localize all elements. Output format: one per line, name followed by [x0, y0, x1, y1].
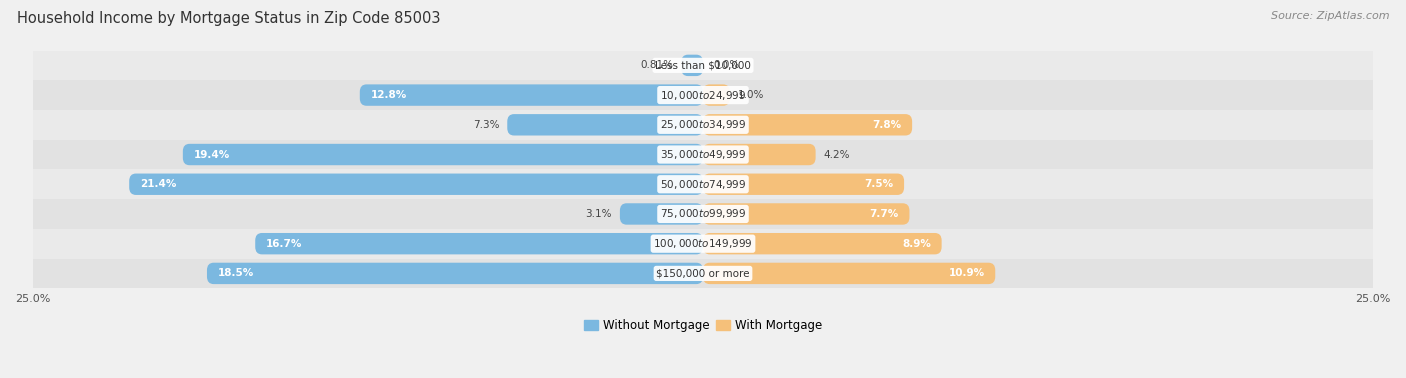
Text: Less than $10,000: Less than $10,000: [655, 60, 751, 70]
FancyBboxPatch shape: [183, 144, 703, 165]
Text: 18.5%: 18.5%: [218, 268, 254, 279]
Text: 21.4%: 21.4%: [141, 179, 176, 189]
Text: $10,000 to $24,999: $10,000 to $24,999: [659, 88, 747, 102]
Text: 7.3%: 7.3%: [472, 120, 499, 130]
Bar: [32, 259, 1374, 288]
Bar: [32, 199, 1374, 229]
Text: 7.8%: 7.8%: [872, 120, 901, 130]
Text: 0.0%: 0.0%: [714, 60, 740, 70]
Bar: [32, 80, 1374, 110]
FancyBboxPatch shape: [682, 55, 703, 76]
FancyBboxPatch shape: [703, 263, 995, 284]
Bar: [32, 139, 1374, 169]
Text: $25,000 to $34,999: $25,000 to $34,999: [659, 118, 747, 131]
FancyBboxPatch shape: [508, 114, 703, 135]
FancyBboxPatch shape: [207, 263, 703, 284]
Text: 16.7%: 16.7%: [266, 239, 302, 249]
Text: Household Income by Mortgage Status in Zip Code 85003: Household Income by Mortgage Status in Z…: [17, 11, 440, 26]
FancyBboxPatch shape: [360, 84, 703, 106]
FancyBboxPatch shape: [703, 114, 912, 135]
Text: 7.7%: 7.7%: [869, 209, 898, 219]
FancyBboxPatch shape: [703, 203, 910, 225]
Text: $50,000 to $74,999: $50,000 to $74,999: [659, 178, 747, 191]
FancyBboxPatch shape: [703, 84, 730, 106]
FancyBboxPatch shape: [703, 144, 815, 165]
FancyBboxPatch shape: [129, 174, 703, 195]
Text: 12.8%: 12.8%: [371, 90, 406, 100]
Text: 8.9%: 8.9%: [903, 239, 931, 249]
FancyBboxPatch shape: [703, 174, 904, 195]
Bar: [32, 229, 1374, 259]
FancyBboxPatch shape: [703, 233, 942, 254]
Text: 3.1%: 3.1%: [585, 209, 612, 219]
Bar: [32, 110, 1374, 139]
Text: 0.81%: 0.81%: [640, 60, 673, 70]
FancyBboxPatch shape: [256, 233, 703, 254]
Text: 4.2%: 4.2%: [824, 150, 851, 160]
Text: $150,000 or more: $150,000 or more: [657, 268, 749, 279]
Bar: [32, 169, 1374, 199]
Text: $35,000 to $49,999: $35,000 to $49,999: [659, 148, 747, 161]
FancyBboxPatch shape: [620, 203, 703, 225]
Text: 1.0%: 1.0%: [738, 90, 765, 100]
Text: 7.5%: 7.5%: [865, 179, 893, 189]
Text: $75,000 to $99,999: $75,000 to $99,999: [659, 208, 747, 220]
Text: Source: ZipAtlas.com: Source: ZipAtlas.com: [1271, 11, 1389, 21]
Text: 10.9%: 10.9%: [949, 268, 984, 279]
Text: $100,000 to $149,999: $100,000 to $149,999: [654, 237, 752, 250]
Legend: Without Mortgage, With Mortgage: Without Mortgage, With Mortgage: [579, 314, 827, 337]
Text: 19.4%: 19.4%: [194, 150, 229, 160]
Bar: [32, 51, 1374, 80]
